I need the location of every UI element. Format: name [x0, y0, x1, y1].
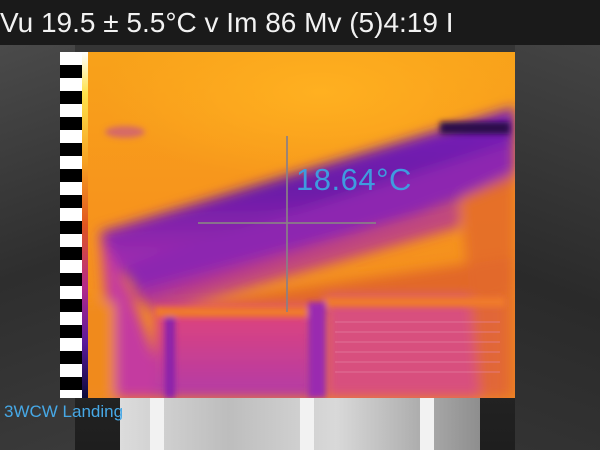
crosshair-horizontal — [198, 222, 376, 224]
photo-wall-right — [515, 45, 600, 450]
color-scale — [60, 52, 88, 398]
color-scale-gradient — [82, 52, 88, 398]
location-label: 3WCW Landing — [4, 402, 124, 421]
crosshair-vertical — [286, 136, 288, 312]
status-text: Vu 19.5 ± 5.5°C v Im 86 Mv (5)4:19 I — [0, 7, 454, 38]
photo-window-bottom — [120, 398, 480, 450]
color-scale-ticks — [60, 52, 82, 398]
crosshair-icon — [256, 198, 316, 248]
window-mullion — [420, 398, 434, 450]
status-bar: Vu 19.5 ± 5.5°C v Im 86 Mv (5)4:19 I — [0, 0, 600, 45]
spot-temperature: 18.64°C — [296, 162, 412, 197]
window-mullion — [300, 398, 314, 450]
window-mullion — [150, 398, 164, 450]
